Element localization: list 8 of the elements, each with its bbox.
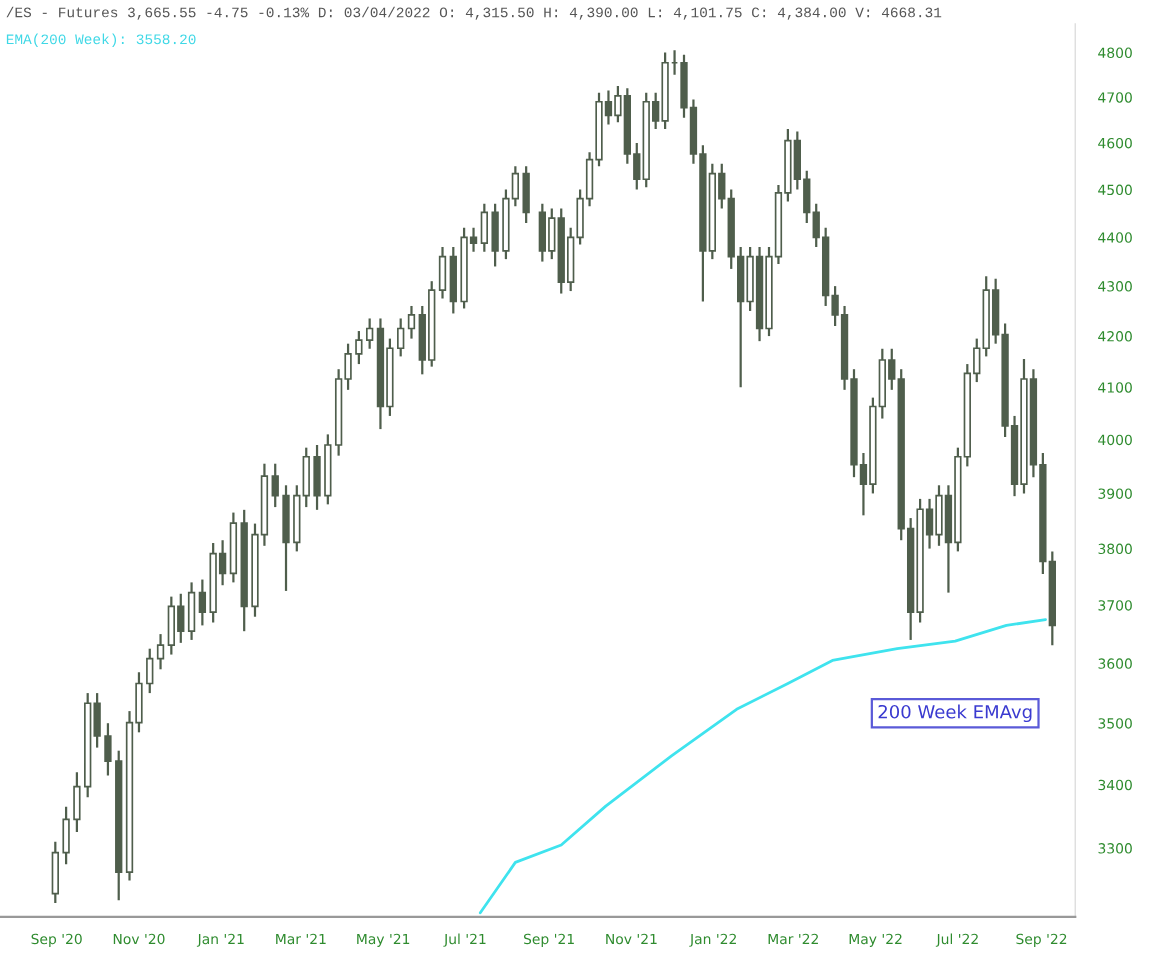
text: 200 Week EMAvg (878, 704, 1032, 723)
candlestick (187, 581, 196, 642)
line-series (478, 618, 1047, 915)
candlestick (167, 595, 176, 656)
candlestick (438, 245, 447, 300)
candlestick (538, 202, 547, 263)
candlestick (407, 304, 416, 340)
candlestick (156, 633, 165, 671)
